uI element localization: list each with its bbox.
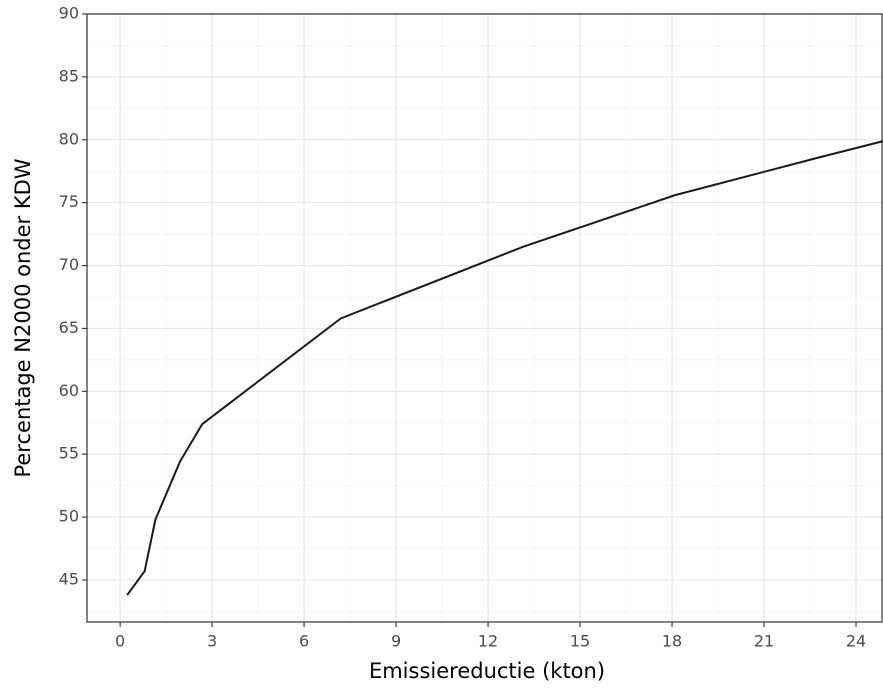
- y-tick-label: 75: [59, 192, 79, 211]
- y-tick-label: 50: [59, 507, 79, 526]
- x-tick-label: 18: [662, 632, 682, 651]
- y-tick-label: 45: [59, 569, 79, 588]
- x-tick-label: 24: [846, 632, 866, 651]
- y-tick-label: 85: [59, 66, 79, 85]
- plot-area: [126, 140, 883, 596]
- x-axis-title: Emissiereductie (kton): [369, 659, 605, 683]
- y-tick-label: 80: [59, 129, 79, 148]
- y-tick-label: 65: [59, 318, 79, 337]
- y-tick-label: 70: [59, 255, 79, 274]
- x-tick-label: 6: [299, 632, 309, 651]
- grid: [87, 13, 883, 622]
- panel-border: [86, 13, 883, 623]
- y-tick-label: 60: [59, 381, 79, 400]
- y-axis-title: Percentage N2000 onder KDW: [11, 158, 35, 477]
- x-tick-label: 0: [115, 632, 125, 651]
- x-tick-label: 15: [570, 632, 590, 651]
- y-tick-label: 55: [59, 444, 79, 463]
- x-tick-label: 21: [754, 632, 774, 651]
- x-tick-label: 3: [207, 632, 217, 651]
- line: [126, 140, 883, 596]
- y-tick-label: 90: [59, 4, 79, 23]
- x-tick-label: 12: [478, 632, 498, 651]
- x-tick-label: 9: [391, 632, 401, 651]
- axes: 0 3 6 9 12 15 18 21 24 45 50 55 60 65 70 75 80 85 90: [59, 4, 867, 651]
